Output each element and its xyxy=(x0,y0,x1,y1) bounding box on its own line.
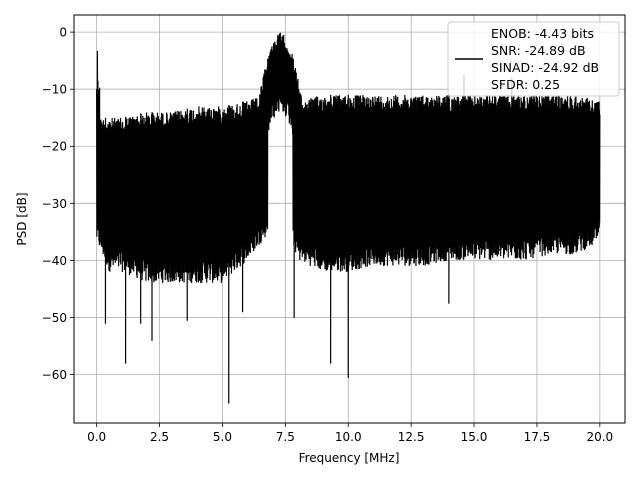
x-tick-label: 2.5 xyxy=(150,430,169,444)
legend-entry-sinad: SINAD: -24.92 dB xyxy=(491,60,599,75)
x-tick-label: 12.5 xyxy=(398,430,425,444)
legend-entry-sfdr: SFDR: 0.25 xyxy=(491,77,560,92)
psd-notch-point xyxy=(241,311,244,313)
psd-peak-point xyxy=(279,32,281,34)
psd-notch-point xyxy=(124,362,127,364)
psd-notch-point xyxy=(347,376,349,378)
legend-entry-snr: SNR: -24.89 dB xyxy=(491,43,586,58)
y-tick-label: 0 xyxy=(59,26,67,40)
psd-notch-point xyxy=(151,339,153,341)
psd-notch-point xyxy=(104,322,107,324)
x-tick-label: 7.5 xyxy=(276,430,295,444)
plot-area xyxy=(96,32,601,404)
x-tick-label: 15.0 xyxy=(461,430,488,444)
y-tick-label: −10 xyxy=(42,83,67,97)
y-axis-ticks: 0 −10 −20 −30 −40 −50 −60 xyxy=(42,26,74,382)
psd-notch-point xyxy=(228,402,230,404)
psd-series-line xyxy=(96,33,601,404)
x-axis-ticks: 0.0 2.5 5.0 7.5 10.0 12.5 15.0 17.5 20.0 xyxy=(87,423,613,444)
x-tick-label: 5.0 xyxy=(213,430,232,444)
x-tick-label: 10.0 xyxy=(335,430,362,444)
y-tick-label: −40 xyxy=(42,254,67,268)
psd-notch-point xyxy=(293,316,295,319)
y-tick-label: −30 xyxy=(42,197,67,211)
axes-frame xyxy=(73,14,626,424)
x-tick-label: 17.5 xyxy=(524,430,551,444)
legend-box xyxy=(447,21,620,97)
psd-notch-point xyxy=(186,319,188,321)
legend-entry-enob: ENOB: -4.43 bits xyxy=(491,26,594,41)
psd-notch-point xyxy=(330,362,332,364)
y-tick-label: −50 xyxy=(42,311,67,325)
psd-notch-point xyxy=(448,302,450,304)
psd-notch-point xyxy=(140,322,142,324)
y-tick-label: −20 xyxy=(42,140,67,154)
y-tick-label: −60 xyxy=(42,368,67,382)
x-axis-label: Frequency [MHz] xyxy=(299,451,400,465)
y-axis-label: PSD [dB] xyxy=(15,192,29,245)
legend: ENOB: -4.43 bits SNR: -24.89 dB SINAD: -… xyxy=(447,21,620,97)
x-tick-label: 0.0 xyxy=(87,430,106,444)
x-tick-label: 20.0 xyxy=(586,430,613,444)
